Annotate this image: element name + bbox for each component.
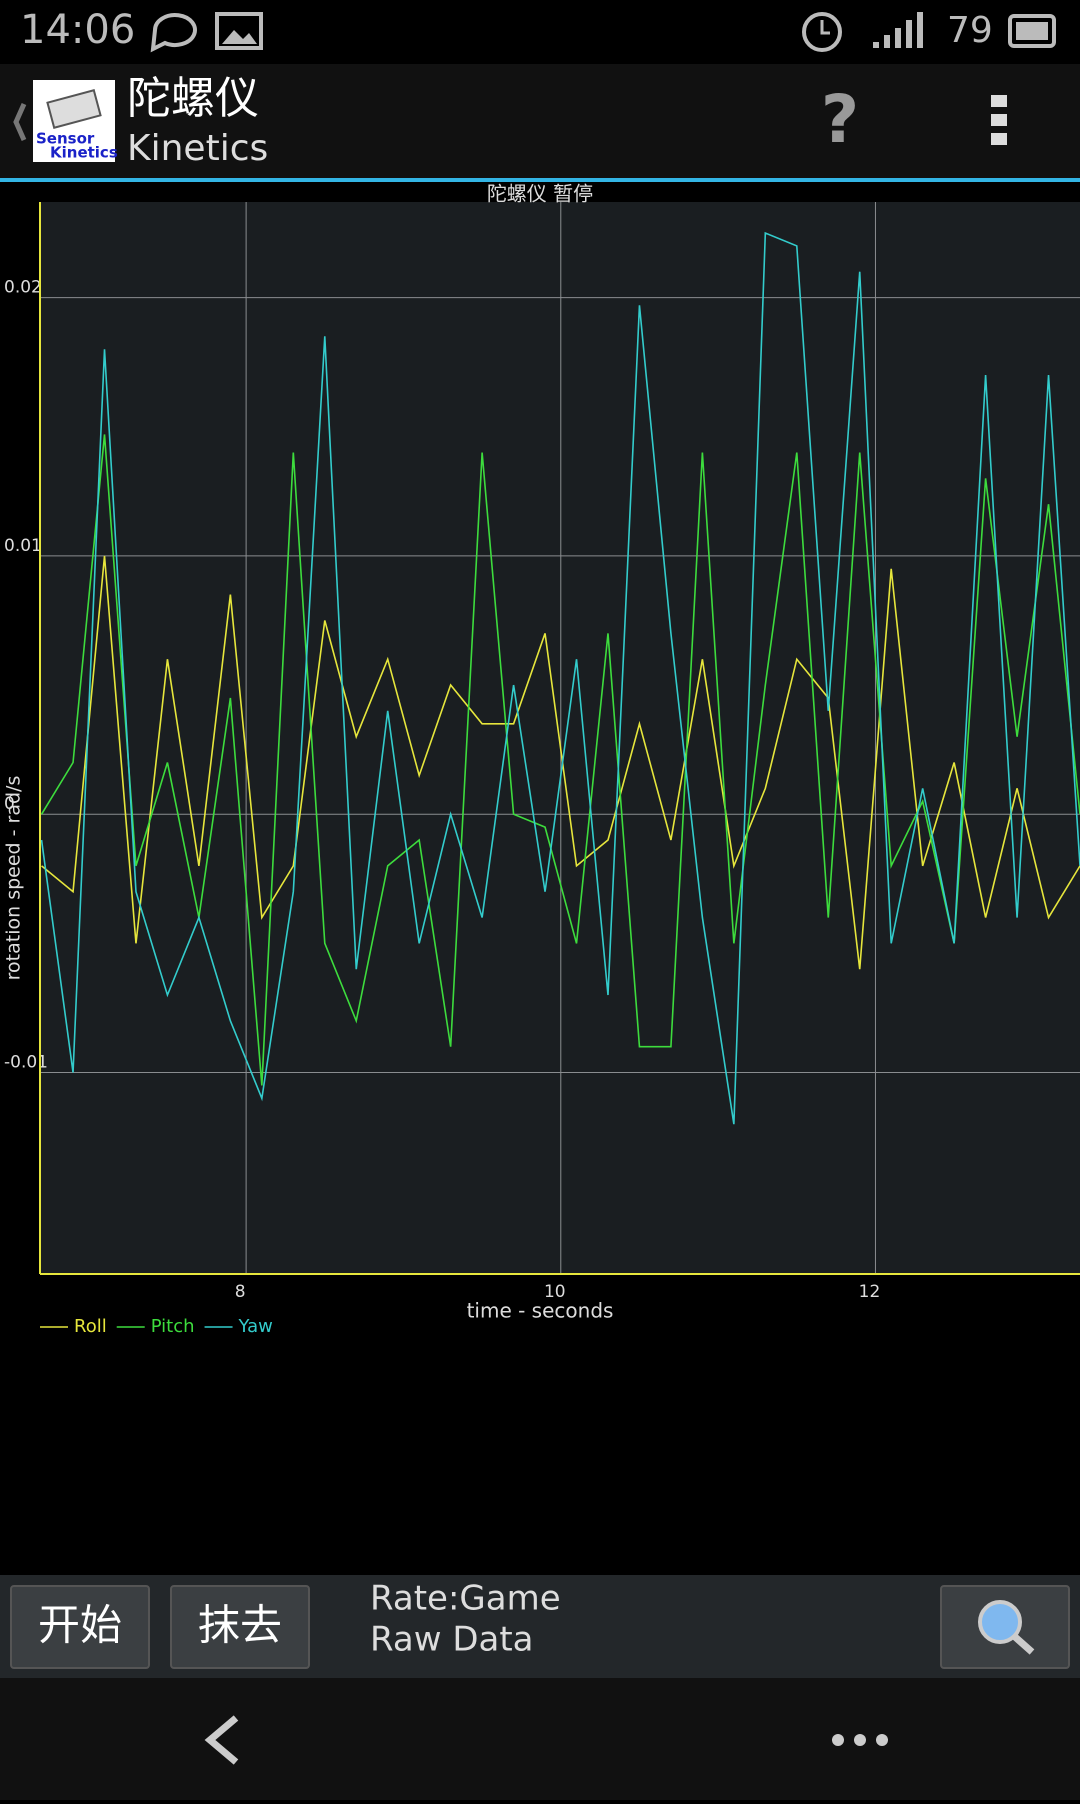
chart: 陀螺仪 暂停 time - seconds rotation speed - r… (3, 182, 1080, 1338)
y-tick-label: 0.01 (4, 536, 42, 556)
help-button[interactable]: ? (821, 81, 859, 158)
nav-bar (0, 1678, 1080, 1800)
y-tick-label: 0 (4, 794, 15, 814)
overflow-dot[interactable] (876, 1734, 888, 1746)
overflow-dot[interactable] (832, 1734, 844, 1746)
battery-fill (1016, 22, 1048, 40)
overflow-dot[interactable] (854, 1734, 866, 1746)
chart-title: 陀螺仪 暂停 (487, 182, 593, 206)
y-tick-label: -0.01 (4, 1053, 48, 1073)
battery-level: 79 (947, 10, 993, 51)
menu-dot[interactable] (991, 95, 1007, 107)
x-tick-label: 8 (235, 1282, 246, 1302)
legend-label: Yaw (238, 1316, 273, 1337)
menu-dot[interactable] (991, 114, 1007, 126)
x-axis-label: time - seconds (467, 1299, 614, 1323)
logo-text: Kinetics (50, 144, 118, 162)
app-title: 陀螺仪 (127, 73, 259, 124)
app-subtitle: Kinetics (127, 128, 268, 169)
rate-text: Rate:Game (370, 1579, 561, 1619)
start-button-label: 开始 (38, 1601, 122, 1650)
legend-label: Pitch (151, 1316, 195, 1337)
mode-text: Raw Data (370, 1620, 534, 1660)
x-tick-label: 10 (544, 1282, 566, 1302)
erase-button-label: 抹去 (198, 1601, 282, 1650)
menu-dot[interactable] (991, 133, 1007, 145)
status-time: 14:06 (20, 7, 135, 53)
legend-label: Roll (74, 1316, 107, 1337)
y-tick-label: 0.02 (4, 278, 42, 298)
x-tick-label: 12 (859, 1282, 881, 1302)
